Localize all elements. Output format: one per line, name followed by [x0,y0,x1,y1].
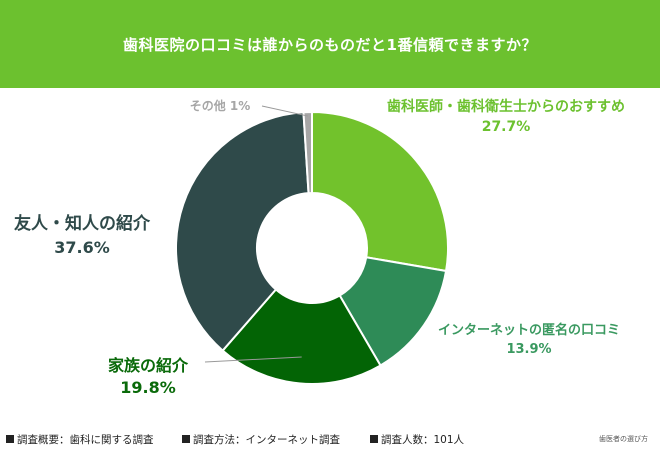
chart-title: 歯科医院の口コミは誰からのものだと1番信頼できますか？ [123,35,537,54]
donut-chart: 歯科医師・歯科衛生士からのおすすめ 27.7% インターネットの匿名の口コミ 13.9… [14,98,625,397]
donut-slice-3 [175,111,310,352]
slice-value-3: 37.6% [54,238,110,257]
donut-slice-2 [221,288,382,385]
donut-slice-0 [311,110,449,273]
slice-value-0: 27.7% [482,119,531,135]
leader-line-family [204,356,302,363]
donut-slice-1 [338,256,448,367]
leader-line-other [261,105,308,117]
slice-value-1: 13.9% [506,342,551,357]
slice-label-3: 友人・知人の紹介 [14,213,151,234]
survey-footer: 調査概要：歯科に関する調査 調査方法：インターネット調査 調査人数：101人 歯… [6,432,656,448]
survey-count-note: 調査人数：101人 [370,432,464,447]
survey-overview-note: 調査概要：歯科に関する調査 [6,432,154,447]
chart-title-banner: 歯科医院の口コミは誰からのものだと1番信頼できますか？ [0,0,660,88]
slice-label-1: インターネットの匿名の口コミ [438,322,620,338]
slice-value-2: 19.8% [120,378,176,397]
slice-label-4: その他 1% [190,98,251,113]
donut-slice-4 [302,110,313,195]
brand-logo-text: 歯医者の選び方 [599,435,648,443]
slice-label-2: 家族の紹介 [108,356,189,375]
slice-label-0: 歯科医師・歯科衛生士からのおすすめ [387,98,625,115]
survey-method-note: 調査方法：インターネット調査 [182,432,340,447]
